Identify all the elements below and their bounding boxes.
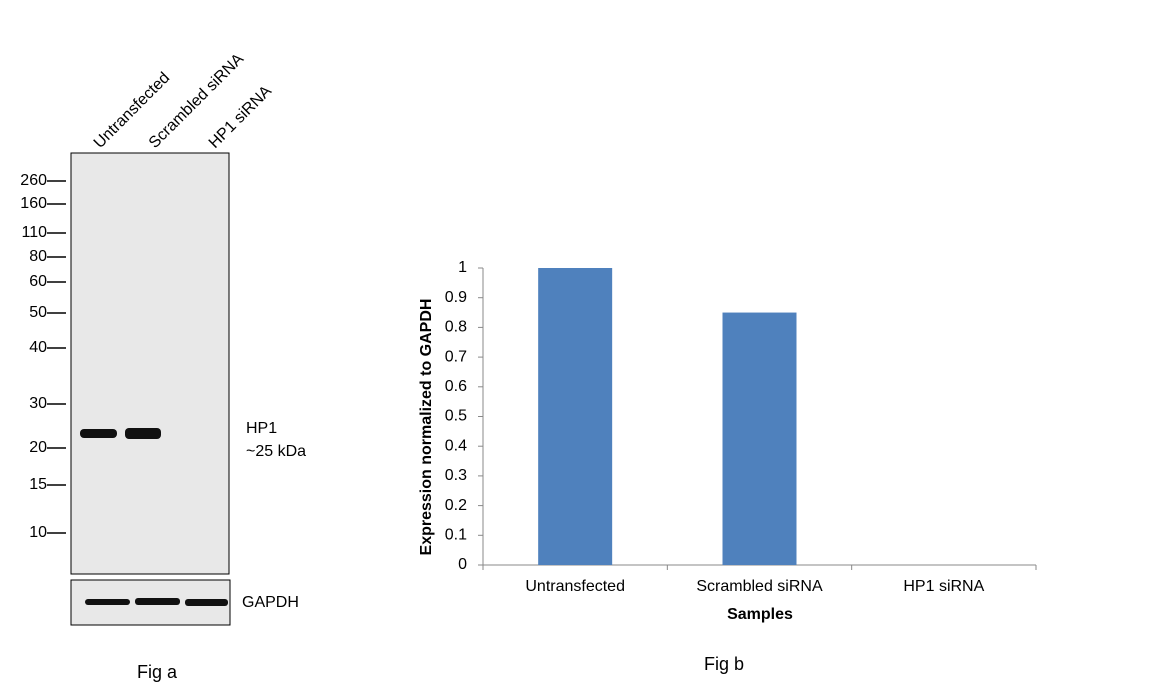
x-tick-label: Scrambled siRNA <box>696 578 823 595</box>
marker-label: 10 <box>29 524 47 541</box>
y-tick-label: 0.9 <box>445 289 467 306</box>
band <box>125 428 161 439</box>
marker-label: 160 <box>20 195 47 212</box>
bar <box>722 312 797 565</box>
marker-label: 30 <box>29 395 47 412</box>
marker-label: 80 <box>29 248 47 265</box>
y-tick-label: 0 <box>458 556 467 573</box>
band <box>85 599 130 605</box>
band <box>80 429 117 438</box>
blot-membrane <box>70 152 230 575</box>
marker-label: 50 <box>29 304 47 321</box>
marker-label: 260 <box>20 172 47 189</box>
x-tick-label: HP1 siRNA <box>903 578 984 595</box>
caption: Fig b <box>704 654 744 674</box>
band <box>135 598 180 605</box>
marker-label: 60 <box>29 273 47 290</box>
x-axis-label: Samples <box>727 606 793 623</box>
bar <box>538 268 613 565</box>
y-tick-label: 0.4 <box>445 437 467 454</box>
y-tick-label: 0.5 <box>445 408 467 425</box>
y-tick-label: 0.6 <box>445 378 467 395</box>
marker-label: 110 <box>21 224 47 241</box>
y-tick-label: 0.7 <box>445 348 467 365</box>
band <box>185 599 228 606</box>
band-label: HP1 <box>246 420 277 437</box>
band-label: ~25 kDa <box>246 443 306 460</box>
y-axis-label: Expression normalized to GAPDH <box>418 299 435 556</box>
caption: Fig a <box>137 662 178 682</box>
loading-control-label: GAPDH <box>242 594 299 611</box>
marker-label: 40 <box>29 339 47 356</box>
x-tick-label: Untransfected <box>525 578 625 595</box>
y-tick-label: 0.1 <box>445 527 467 544</box>
y-tick-label: 0.8 <box>445 319 467 336</box>
y-tick-label: 0.2 <box>445 497 467 514</box>
marker-label: 15 <box>29 476 47 493</box>
y-tick-label: 0.3 <box>445 467 467 484</box>
marker-label: 20 <box>29 439 47 456</box>
y-tick-label: 1 <box>458 259 467 276</box>
